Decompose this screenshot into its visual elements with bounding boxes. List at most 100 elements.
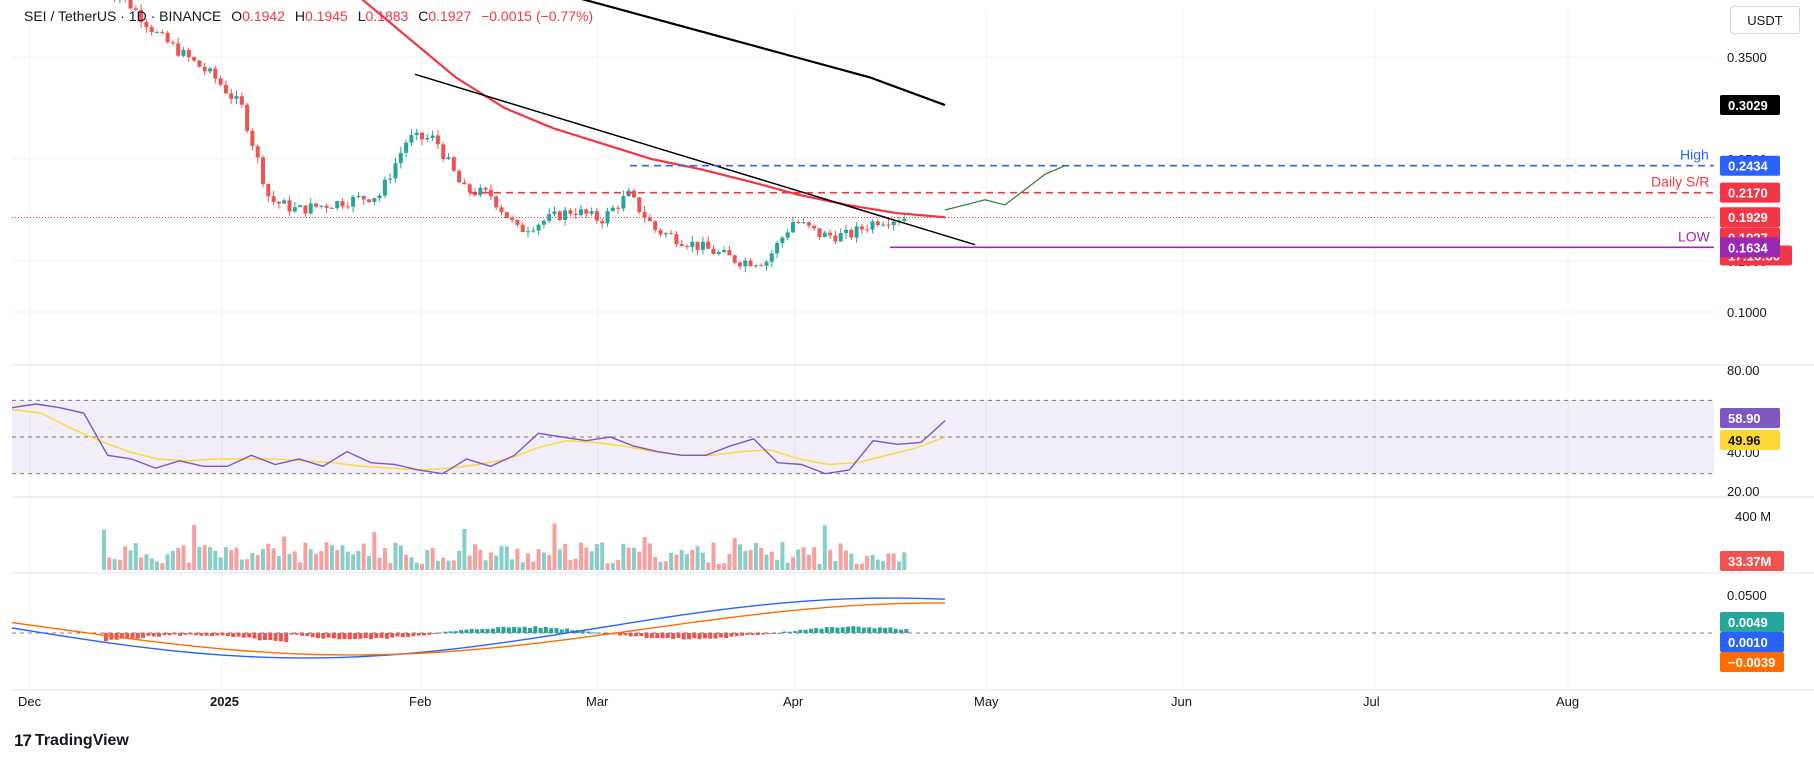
volume-bar bbox=[298, 562, 303, 570]
candle-body bbox=[700, 241, 705, 250]
candle-body bbox=[208, 68, 212, 72]
macd-hist-bar bbox=[347, 633, 352, 640]
macd-hist-bar bbox=[369, 633, 373, 640]
candle-body bbox=[420, 132, 424, 140]
volume-bar bbox=[133, 543, 138, 570]
macd-hist-bar bbox=[257, 633, 262, 641]
candle-body bbox=[319, 205, 324, 207]
macd-hist-bar bbox=[771, 633, 776, 634]
volume-bar bbox=[494, 555, 499, 570]
volume-bar bbox=[642, 537, 647, 570]
macd-hist-bar bbox=[861, 627, 866, 633]
candle-body bbox=[367, 199, 371, 202]
rsi-tick-label: 80.00 bbox=[1727, 363, 1760, 378]
macd-hist-bar bbox=[151, 633, 156, 637]
candle-body bbox=[886, 224, 891, 226]
candle-body bbox=[340, 201, 345, 207]
macd-hist-bar bbox=[512, 626, 517, 633]
candle-body bbox=[632, 190, 636, 198]
candle-body bbox=[483, 187, 488, 190]
volume-bar bbox=[526, 553, 530, 570]
candle-body bbox=[536, 224, 541, 231]
volume-bar bbox=[531, 561, 536, 570]
price-label-box bbox=[1720, 155, 1780, 176]
candle-body bbox=[133, 8, 138, 10]
macd-hist-bar bbox=[278, 633, 283, 642]
macd-hist-bar bbox=[740, 633, 744, 636]
candle-body bbox=[769, 253, 774, 262]
ema50-line bbox=[361, 0, 946, 219]
volume-bar bbox=[838, 543, 843, 570]
macd-hist-bar bbox=[178, 633, 183, 636]
candle-body bbox=[526, 231, 530, 233]
volume-bar bbox=[563, 543, 568, 570]
rsi-line bbox=[11, 403, 946, 475]
macd-hist-bar bbox=[644, 633, 649, 639]
volume-bar bbox=[854, 563, 859, 570]
volume-bar bbox=[541, 552, 546, 570]
candle-body bbox=[160, 32, 165, 34]
macd-hist-bar bbox=[316, 633, 320, 639]
macd-signal-box bbox=[1720, 652, 1784, 672]
symbol-title[interactable]: SEI / TetherUS · 1D · BINANCE bbox=[24, 8, 222, 24]
volume-bars bbox=[102, 523, 907, 570]
macd-hist-bar bbox=[300, 633, 305, 636]
macd-signal-value: −0.0039 bbox=[1728, 655, 1775, 670]
macd-histogram bbox=[104, 626, 909, 643]
macd-hist-bar bbox=[517, 627, 522, 633]
macd-hist-bar bbox=[496, 627, 501, 633]
candle-body bbox=[414, 132, 419, 136]
currency-button[interactable]: USDT bbox=[1730, 6, 1800, 34]
volume-bar bbox=[727, 553, 732, 570]
candle-body bbox=[356, 196, 361, 198]
price-label: 0.3029 bbox=[1728, 98, 1768, 113]
volume-bar bbox=[669, 552, 674, 570]
macd-tick-label: 0.0500 bbox=[1727, 588, 1767, 603]
volume-bar bbox=[690, 549, 695, 570]
volume-bar bbox=[568, 560, 573, 570]
macd-hist-bar bbox=[157, 633, 161, 637]
volume-bar bbox=[261, 548, 265, 570]
candle-body bbox=[451, 157, 456, 171]
rsi-tick-label: 20.00 bbox=[1727, 484, 1760, 499]
volume-bar bbox=[801, 547, 806, 570]
volume-bar bbox=[886, 553, 891, 570]
volume-bar bbox=[902, 552, 907, 570]
macd-hist-bar bbox=[543, 626, 548, 633]
macd-hist-bar bbox=[241, 633, 246, 638]
tradingview-brand[interactable]: 17 TradingView bbox=[14, 731, 129, 751]
high-label: H bbox=[294, 8, 305, 24]
macd-hist-bar bbox=[824, 627, 829, 633]
candle-body bbox=[616, 207, 621, 209]
candle-body bbox=[743, 260, 748, 267]
open-label: O bbox=[231, 8, 243, 24]
candle-body bbox=[218, 78, 223, 85]
volume-bar bbox=[102, 529, 106, 570]
macd-hist-bar bbox=[623, 633, 628, 636]
macd-hist-bar bbox=[671, 633, 676, 639]
rsi-ma-value-box bbox=[1720, 430, 1780, 450]
candle-body bbox=[547, 214, 552, 221]
candle-body bbox=[128, 0, 133, 9]
volume-bar bbox=[149, 558, 154, 570]
change-value: −0.0015 (−0.77%) bbox=[481, 8, 594, 24]
macd-hist-bar bbox=[538, 627, 543, 633]
candle-body bbox=[785, 232, 790, 238]
volume-bar bbox=[314, 553, 318, 570]
volume-bar bbox=[828, 549, 833, 570]
candle-body bbox=[806, 222, 811, 226]
macd-hist-bar bbox=[395, 633, 400, 637]
macd-hist-bar bbox=[681, 633, 686, 640]
candle-body bbox=[213, 68, 218, 79]
candle-body bbox=[462, 182, 467, 185]
volume-bar bbox=[266, 543, 271, 570]
candle-body bbox=[780, 237, 785, 243]
level-annotation: High bbox=[1680, 147, 1709, 163]
candle-body bbox=[425, 137, 430, 140]
ema200-line bbox=[581, 0, 946, 107]
volume-bar bbox=[144, 554, 149, 570]
volume-bar bbox=[769, 551, 774, 570]
volume-bar bbox=[308, 549, 313, 570]
candle-body bbox=[308, 203, 313, 214]
